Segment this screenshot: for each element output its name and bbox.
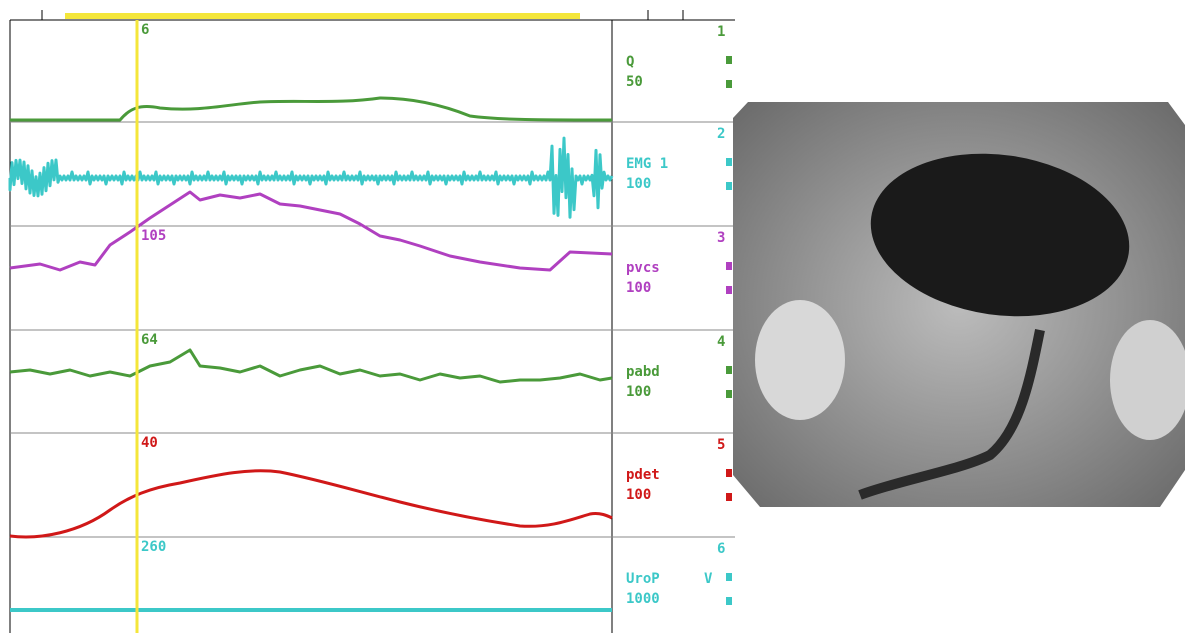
time-range-bar (65, 13, 580, 19)
xray-urethra (858, 329, 1045, 500)
cursor-reading: 260 (141, 539, 166, 555)
xray-bone (1110, 320, 1185, 440)
channel-name: EMG 1 (626, 156, 668, 172)
channel-name: pabd (626, 364, 660, 380)
channel-marker (726, 493, 732, 501)
emg-trace (8, 136, 614, 219)
channel-marker (726, 390, 732, 398)
channel-marker (726, 80, 732, 88)
channel-name: Q (626, 54, 634, 70)
channel-marker (726, 56, 732, 64)
channel-number: 2 (717, 126, 725, 142)
q-trace (10, 96, 613, 122)
channel-scale: 100 (626, 280, 651, 296)
pdet-trace (9, 469, 613, 539)
channel-marker (726, 573, 732, 581)
cursor-reading: 64 (141, 332, 158, 348)
cursor-reading: 40 (141, 435, 158, 451)
channel-number: 1 (717, 24, 725, 40)
channel-marker (726, 469, 732, 477)
channel-number: 3 (717, 230, 725, 246)
xray-bladder (870, 153, 1130, 317)
channel-scale: 100 (626, 384, 651, 400)
xray-bone (755, 300, 845, 420)
channel-marker (726, 597, 732, 605)
channel-marker (726, 366, 732, 374)
pvcs-trace (9, 190, 613, 272)
channel-number: 4 (717, 334, 725, 350)
pabd-trace (9, 348, 613, 384)
channel-marker (726, 286, 732, 294)
channel-scale: 50 (626, 74, 643, 90)
channel-name: UroP (626, 571, 660, 587)
channel-scale: 100 (626, 176, 651, 192)
channel-scale: 1000 (626, 591, 660, 607)
channel-unit: V (704, 571, 713, 587)
channel-marker (726, 182, 732, 190)
channel-number: 6 (717, 541, 725, 557)
cursor-reading: 105 (141, 228, 166, 244)
channel-scale: 100 (626, 487, 651, 503)
channel-name: pdet (626, 467, 660, 483)
channel-marker (726, 262, 732, 270)
cursor-reading: 6 (141, 22, 149, 38)
channel-number: 5 (717, 437, 725, 453)
channel-name: pvcs (626, 260, 660, 276)
channel-marker (726, 158, 732, 166)
